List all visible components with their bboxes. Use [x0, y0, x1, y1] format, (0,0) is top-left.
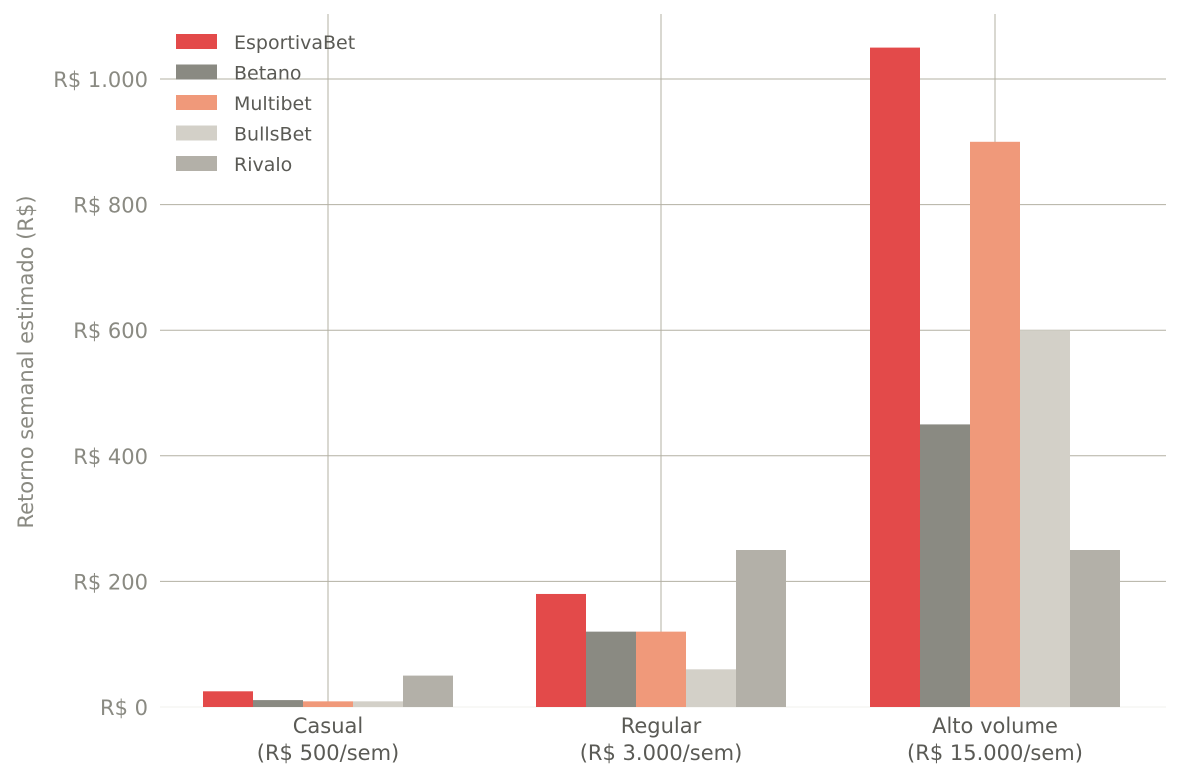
legend-swatch: [176, 125, 217, 141]
bar-bullsbet-2: [1020, 330, 1070, 707]
bar-bullsbet-1: [686, 669, 736, 707]
y-tick-label: R$ 800: [73, 194, 148, 218]
y-tick-label: R$ 1.000: [53, 68, 148, 92]
bar-multibet-0: [303, 701, 353, 707]
legend-swatch: [176, 95, 217, 110]
bar-rivalo-0: [403, 675, 453, 707]
legend-label: BullsBet: [234, 124, 312, 146]
legend-label: Betano: [234, 63, 301, 85]
x-tick-label: Regular: [621, 714, 702, 738]
bar-rivalo-2: [1070, 550, 1120, 707]
y-tick-label: R$ 0: [100, 696, 148, 720]
x-tick-sublabel: (R$ 500/sem): [257, 741, 400, 765]
x-tick-sublabel: (R$ 15.000/sem): [907, 741, 1083, 765]
y-tick-label: R$ 400: [73, 445, 148, 469]
legend-swatch: [176, 156, 217, 171]
bar-betano-2: [920, 424, 970, 707]
bar-rivalo-1: [736, 550, 786, 707]
legend-swatch: [176, 64, 217, 80]
y-axis-label: Retorno semanal estimado (R$): [14, 195, 38, 528]
bar-esportivabet-2: [870, 47, 920, 708]
bar-betano-0: [253, 700, 303, 707]
bar-betano-1: [586, 631, 636, 707]
bar-esportivabet-1: [536, 593, 586, 707]
legend-label: Rivalo: [234, 154, 292, 176]
x-tick-sublabel: (R$ 3.000/sem): [580, 741, 743, 765]
legend-label: Multibet: [234, 93, 312, 115]
bar-bullsbet-0: [353, 701, 403, 707]
x-tick-label: Alto volume: [932, 714, 1058, 738]
bar-multibet-2: [970, 141, 1020, 708]
bar-multibet-1: [636, 631, 686, 707]
y-tick-label: R$ 600: [73, 319, 148, 343]
bar-esportivabet-0: [203, 691, 253, 707]
y-tick-label: R$ 200: [73, 570, 148, 594]
x-tick-label: Casual: [293, 714, 364, 738]
legend-swatch: [176, 34, 217, 49]
legend-label: EsportivaBet: [234, 32, 355, 54]
